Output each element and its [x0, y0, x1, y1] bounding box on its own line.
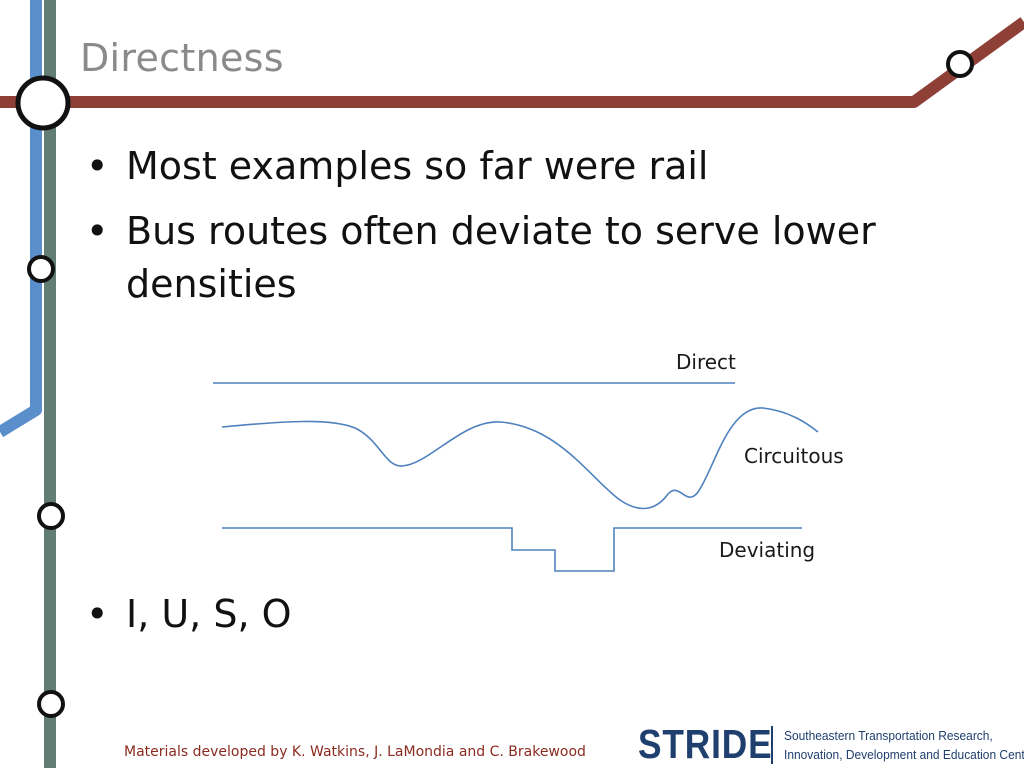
bullet-item: • Bus routes often deviate to serve lowe… [86, 205, 886, 311]
logo-wordmark: STRIDE [638, 721, 773, 767]
slide-title: Directness [80, 36, 284, 80]
bullet-item: • Most examples so far were rail [86, 140, 886, 193]
deviating-label: Deviating [719, 538, 816, 562]
bullet-text: Most examples so far were rail [126, 144, 709, 188]
station-left-3 [37, 690, 65, 718]
logo-subtitle-line2: Innovation, Development and Education Ce… [784, 747, 1024, 762]
bullet-dot: • [86, 592, 109, 636]
bullet-list: • Most examples so far were rail • Bus r… [86, 140, 886, 323]
footer-credit: Materials developed by K. Watkins, J. La… [124, 744, 586, 760]
logo-subtitle: Southeastern Transportation Research, In… [784, 726, 1024, 764]
bullet-dot: • [86, 209, 109, 253]
logo-subtitle-line1: Southeastern Transportation Research, [784, 728, 993, 743]
bullet-text: Bus routes often deviate to serve lower … [126, 209, 876, 306]
station-large [15, 75, 71, 131]
blue-transit-line [0, 0, 42, 438]
station-top-right [946, 50, 974, 78]
red-transit-line [0, 17, 1024, 108]
circuitous-label: Circuitous [744, 444, 844, 468]
bullet-dot: • [86, 144, 109, 188]
logo-divider [771, 726, 773, 764]
bullet-text: I, U, S, O [126, 592, 292, 636]
station-left-1 [27, 255, 55, 283]
station-left-2 [37, 502, 65, 530]
bullet-item-last: • I, U, S, O [86, 588, 292, 641]
circuitous-route-line [221, 407, 819, 510]
direct-label: Direct [676, 350, 736, 374]
deviating-route-line [222, 527, 802, 572]
